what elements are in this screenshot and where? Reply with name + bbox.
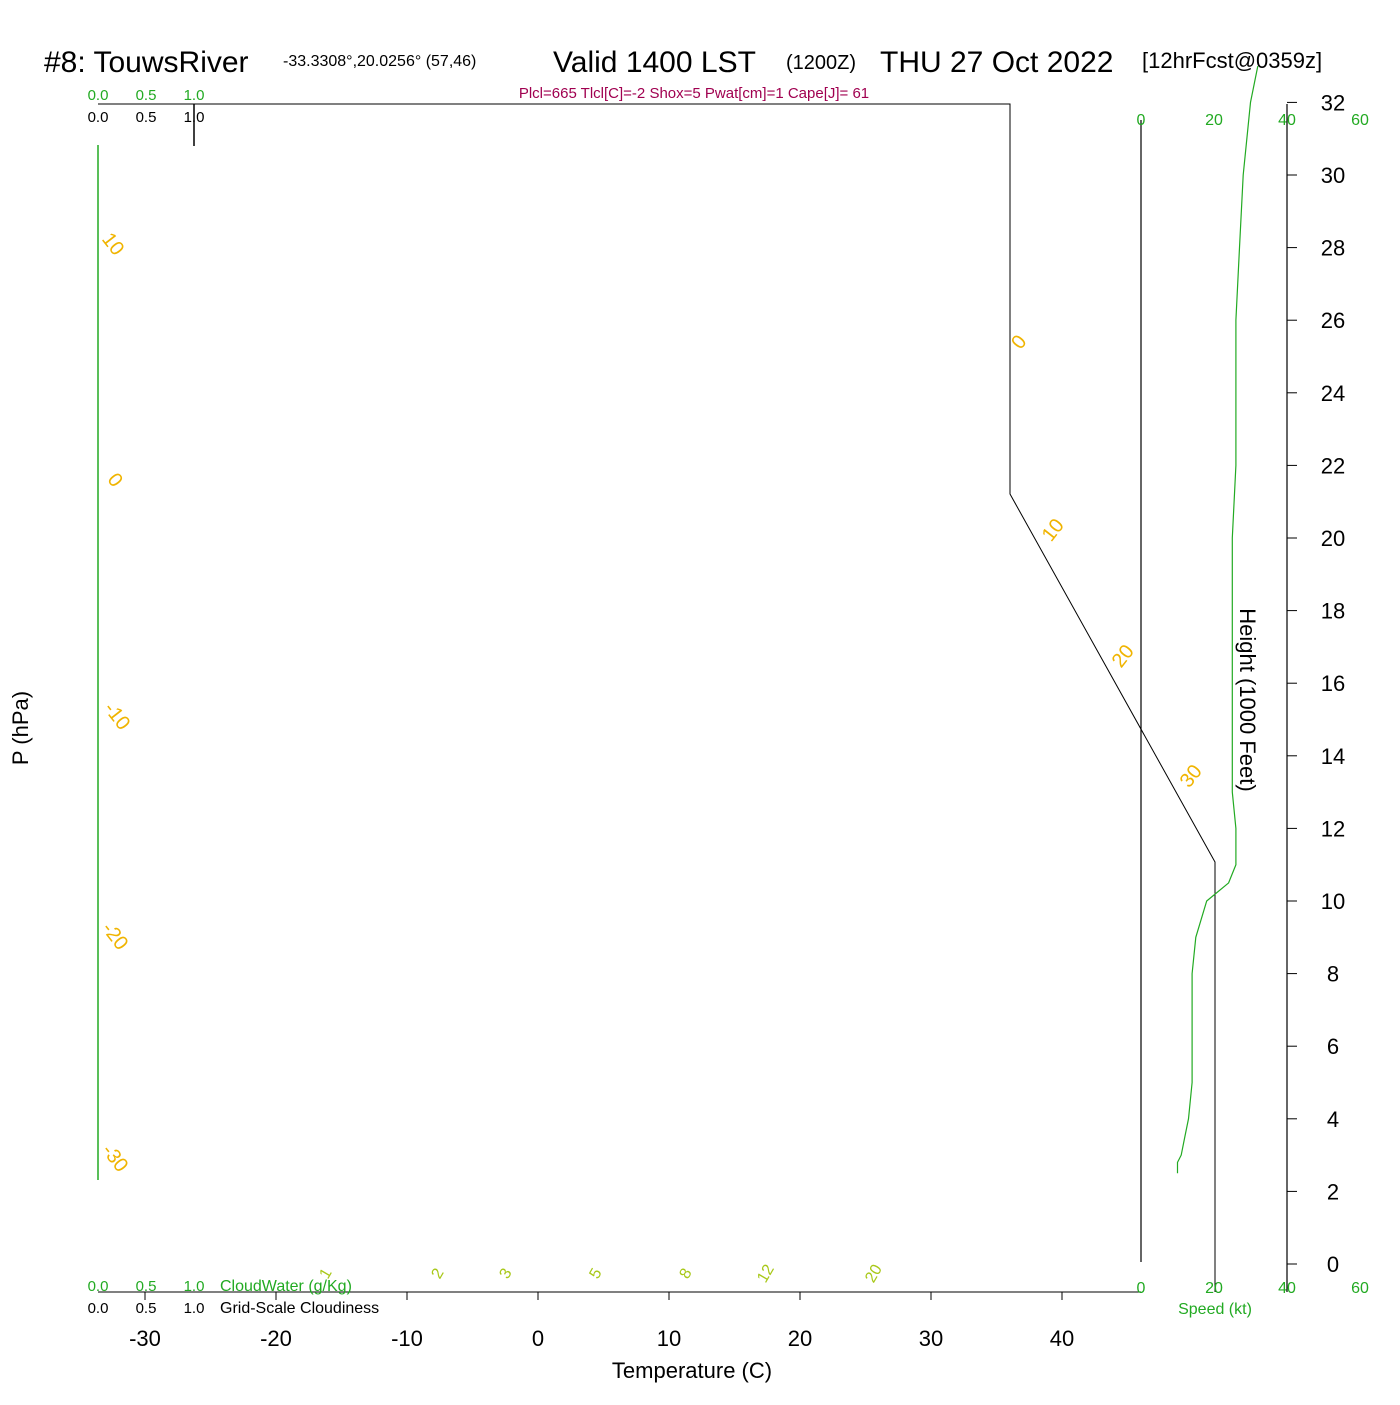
height-tick-label: 4 — [1327, 1107, 1339, 1132]
height-tick-label: 2 — [1327, 1179, 1339, 1204]
isotherm-label: 0 — [1007, 331, 1031, 353]
temperature-tick-label: 10 — [657, 1326, 681, 1351]
temperature-tick-label: 40 — [1050, 1326, 1074, 1351]
height-tick-label: 22 — [1321, 453, 1345, 478]
isotherm-label: -30 — [97, 1140, 132, 1176]
temperature-tick-label: -20 — [260, 1326, 292, 1351]
cloudiness-tick-top: 0.5 — [136, 109, 157, 126]
cloudwater-tick-top: 1.0 — [184, 87, 205, 104]
cloudwater-label: CloudWater (g/Kg) — [220, 1278, 352, 1295]
mixing-ratio-label: 5 — [587, 1266, 606, 1282]
speed-tick-top: 20 — [1205, 112, 1223, 129]
cloudiness-tick-top: 1.0 — [184, 109, 205, 126]
height-tick-label: 30 — [1321, 163, 1345, 188]
cloudiness-tick-bottom: 0.5 — [136, 1300, 157, 1317]
title-valid: Valid 1400 LST — [553, 46, 756, 79]
plot-frame-right — [98, 103, 1216, 1292]
speed-axis-label: Speed (kt) — [1178, 1301, 1252, 1318]
temperature-tick-label: -30 — [129, 1326, 161, 1351]
speed-tick-top: 60 — [1351, 112, 1369, 129]
height-tick-label: 26 — [1321, 308, 1345, 333]
speed-tick-bottom: 0 — [1137, 1280, 1146, 1297]
height-tick-label: 28 — [1321, 236, 1345, 261]
title-date: THU 27 Oct 2022 — [880, 46, 1113, 79]
mixing-ratio-label: 12 — [754, 1262, 778, 1286]
isotherm-label: 30 — [1176, 761, 1207, 792]
isotherm-label: -20 — [97, 918, 132, 954]
title-forecast: [12hrFcst@0359z] — [1142, 48, 1322, 73]
cloudiness-tick-bottom: 1.0 — [184, 1300, 205, 1317]
isotherm-label: 0 — [103, 469, 127, 491]
height-tick-label: 6 — [1327, 1034, 1339, 1059]
axes: 2503004005007008501000-30-20-10010203040… — [88, 87, 1216, 1351]
stability-indices: Plcl=665 Tlcl[C]=-2 Shox=5 Pwat[cm]=1 Ca… — [519, 85, 869, 102]
wind-speed-profile — [1176, 65, 1259, 1174]
mixing-ratio-label: 3 — [497, 1266, 516, 1282]
temperature-tick-label: 0 — [532, 1326, 544, 1351]
temperature-tick-label: -10 — [391, 1326, 423, 1351]
temperature-tick-label: 20 — [788, 1326, 812, 1351]
x-axis-label: Temperature (C) — [612, 1358, 772, 1383]
speed-tick-bottom: 20 — [1205, 1280, 1223, 1297]
wind-panel: 0246810121416182022242628303200202040406… — [1137, 65, 1369, 1297]
cloudwater-tick-bottom: 0.5 — [136, 1278, 157, 1295]
height-tick-label: 32 — [1321, 90, 1345, 115]
height-tick-label: 24 — [1321, 381, 1345, 406]
speed-tick-bottom: 60 — [1351, 1280, 1369, 1297]
height-tick-label: 20 — [1321, 526, 1345, 551]
mixing-ratio-label: 2 — [429, 1266, 448, 1282]
speed-tick-top: 40 — [1278, 112, 1296, 129]
height-tick-label: 16 — [1321, 671, 1345, 696]
speed-tick-bottom: 40 — [1278, 1280, 1296, 1297]
cloudiness-label: Grid-Scale Cloudiness — [220, 1300, 379, 1317]
height-tick-label: 12 — [1321, 816, 1345, 841]
temperature-tick-label: 30 — [919, 1326, 943, 1351]
cloudwater-tick-top: 0.5 — [136, 87, 157, 104]
cloudiness-tick-bottom: 0.0 — [88, 1300, 109, 1317]
height-axis-label: Height (1000 Feet) — [1235, 608, 1260, 791]
isotherm-label: -10 — [99, 698, 134, 734]
mixing-ratio-label: 8 — [677, 1266, 696, 1282]
height-tick-label: 10 — [1321, 889, 1345, 914]
cloudiness-tick-top: 0.0 — [88, 109, 109, 126]
isotherm-label: 10 — [1038, 515, 1069, 546]
mixing-ratio-label: 20 — [862, 1262, 886, 1286]
cloudwater-tick-bottom: 1.0 — [184, 1278, 205, 1295]
isotherm-label: 20 — [1108, 641, 1139, 672]
y-axis-label: P (hPa) — [8, 691, 33, 765]
title-station: #8: TouwsRiver — [44, 46, 249, 79]
height-tick-label: 8 — [1327, 962, 1339, 987]
title-coords: -33.3308°,20.0256° (57,46) — [283, 53, 476, 70]
cloudwater-tick-top: 0.0 — [88, 87, 109, 104]
height-tick-label: 14 — [1321, 744, 1345, 769]
title-zulu: (1200Z) — [786, 52, 856, 74]
cloudwater-tick-bottom: 0.0 — [88, 1278, 109, 1295]
height-tick-label: 18 — [1321, 599, 1345, 624]
height-tick-label: 0 — [1327, 1252, 1339, 1277]
speed-tick-top: 0 — [1137, 112, 1146, 129]
isotherm-label: 10 — [97, 229, 128, 260]
